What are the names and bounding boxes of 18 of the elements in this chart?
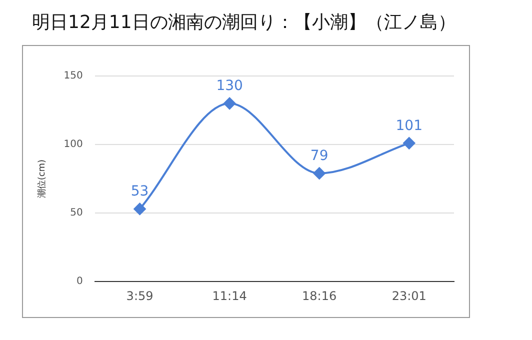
point	[134, 202, 146, 215]
y-tick-label: 0	[76, 276, 83, 288]
point	[403, 137, 416, 150]
y-axis-title: 潮位(cm)	[36, 159, 48, 198]
x-tick-label: 3:59	[126, 288, 154, 303]
chart-title: 明日12月11日の湘南の潮回り：【小潮】（江ノ島）	[32, 11, 456, 34]
data-label: 101	[396, 118, 422, 134]
data-label: 130	[216, 78, 243, 94]
point	[224, 97, 236, 110]
y-tick-label: 150	[64, 70, 83, 82]
point	[313, 167, 326, 180]
x-tick-label: 11:14	[212, 288, 247, 303]
data-label: 53	[130, 184, 149, 200]
x-tick-label: 23:01	[392, 288, 426, 303]
x-tick-label: 18:16	[302, 288, 337, 303]
y-tick-label: 50	[70, 208, 83, 219]
data-label: 79	[310, 148, 328, 164]
y-tick-label: 100	[64, 139, 83, 150]
